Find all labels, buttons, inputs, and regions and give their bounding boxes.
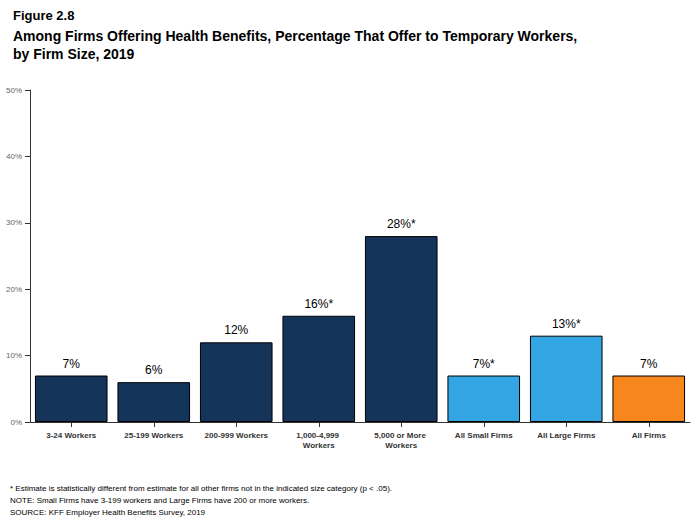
svg-text:30%: 30% [6,218,22,227]
svg-text:20%: 20% [6,285,22,294]
svg-text:25-199 Workers: 25-199 Workers [124,431,184,440]
svg-text:Workers: Workers [385,441,417,450]
svg-text:Figure 2.8: Figure 2.8 [13,8,74,23]
svg-text:* Estimate is statistically di: * Estimate is statistically different fr… [10,484,392,493]
svg-text:by Firm Size, 2019: by Firm Size, 2019 [13,46,135,62]
svg-text:16%*: 16%* [304,297,333,311]
svg-text:7%: 7% [63,357,81,371]
svg-text:Among Firms Offering Health Be: Among Firms Offering Health Benefits, Pe… [13,28,581,44]
svg-text:All Large Firms: All Large Firms [537,431,596,440]
svg-text:3-24 Workers: 3-24 Workers [46,431,97,440]
svg-text:40%: 40% [6,152,22,161]
svg-text:13%*: 13%* [552,317,581,331]
svg-text:50%: 50% [6,86,22,95]
svg-text:SOURCE: KFF Employer Health Be: SOURCE: KFF Employer Health Benefits Sur… [10,508,206,517]
svg-text:12%: 12% [224,323,248,337]
svg-text:NOTE: Small Firms have 3-199 w: NOTE: Small Firms have 3-199 workers and… [10,496,309,505]
svg-text:0%: 0% [10,418,22,427]
svg-text:1,000-4,999: 1,000-4,999 [296,431,341,440]
svg-text:All Small Firms: All Small Firms [455,431,513,440]
svg-text:Workers: Workers [303,441,335,450]
svg-text:All Firms: All Firms [632,431,667,440]
svg-text:10%: 10% [6,351,22,360]
svg-text:7%: 7% [640,357,658,371]
svg-text:200-999 Workers: 200-999 Workers [205,431,269,440]
svg-text:28%*: 28%* [387,217,416,231]
svg-text:7%*: 7%* [473,357,495,371]
svg-text:5,000 or More: 5,000 or More [374,431,428,440]
svg-text:6%: 6% [145,363,163,377]
